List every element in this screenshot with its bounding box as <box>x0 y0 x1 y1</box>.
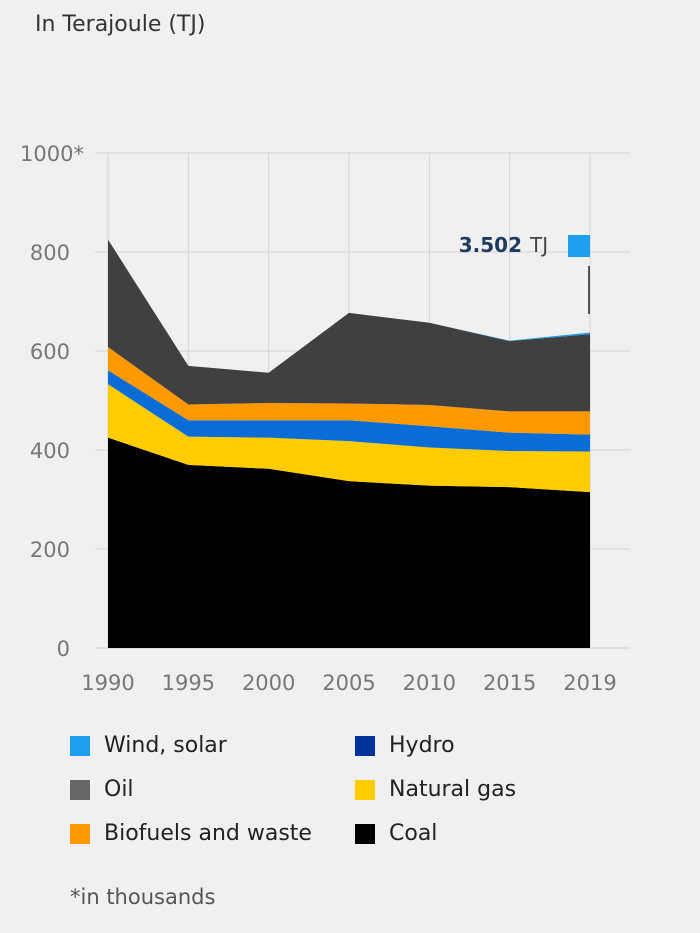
x-tick-label: 1995 <box>162 671 215 695</box>
x-tick-label: 2019 <box>563 671 616 695</box>
x-tick-label: 2010 <box>403 671 456 695</box>
y-tick-label: 1000* <box>20 142 84 166</box>
legend-item: Oil <box>70 777 134 802</box>
y-tick-label: 800 <box>30 241 70 265</box>
legend-swatch <box>70 735 90 756</box>
area-oil <box>108 239 590 412</box>
legend-label: Wind, solar <box>104 733 227 758</box>
legend-label: Natural gas <box>389 777 517 802</box>
x-axis-ticks: 1990 1995 2000 2005 2010 2015 2019 <box>81 671 616 695</box>
legend-item: Hydro <box>355 733 455 758</box>
legend-swatch <box>70 823 90 844</box>
legend-label: Hydro <box>389 733 455 758</box>
y-tick-label: 600 <box>30 340 70 364</box>
legend-item: Coal <box>355 821 437 846</box>
wind-solar-annotation: 3.502 TJ <box>459 233 590 314</box>
area-natural-gas <box>108 384 590 493</box>
x-tick-label: 2000 <box>242 671 295 695</box>
area-hydro <box>108 370 590 452</box>
legend-swatch <box>355 735 375 756</box>
area-biofuels-and-waste <box>108 347 590 435</box>
legend-label: Biofuels and waste <box>104 821 312 846</box>
x-tick-label: 2005 <box>322 671 375 695</box>
legend-swatch <box>355 823 375 844</box>
legend-swatch <box>70 779 90 800</box>
area-series <box>108 239 590 648</box>
footnote: *in thousands <box>70 885 216 909</box>
annotation-swatch <box>568 235 590 257</box>
legend-label: Coal <box>389 821 438 846</box>
legend-item: Biofuels and waste <box>70 821 312 846</box>
legend-label: Oil <box>104 777 134 802</box>
annotation-unit: TJ <box>529 233 548 257</box>
y-tick-label: 200 <box>30 538 70 562</box>
stacked-area-chart: 1990 1995 2000 2005 2010 2015 2019 0 200 400 600 8… <box>20 142 630 695</box>
x-tick-label: 1990 <box>81 671 134 695</box>
y-tick-label: 400 <box>30 439 70 463</box>
legend-item: Natural gas <box>355 777 516 802</box>
annotation-value: 3.502 <box>459 233 522 257</box>
y-axis-ticks: 0 200 400 600 800 1000* <box>20 142 84 661</box>
chart-subtitle: In Terajoule (TJ) <box>35 12 206 37</box>
legend-swatch <box>355 779 375 800</box>
y-tick-label: 0 <box>57 637 70 661</box>
x-tick-label: 2015 <box>483 671 536 695</box>
legend-item: Wind, solar <box>70 733 227 758</box>
area-coal <box>108 437 590 648</box>
